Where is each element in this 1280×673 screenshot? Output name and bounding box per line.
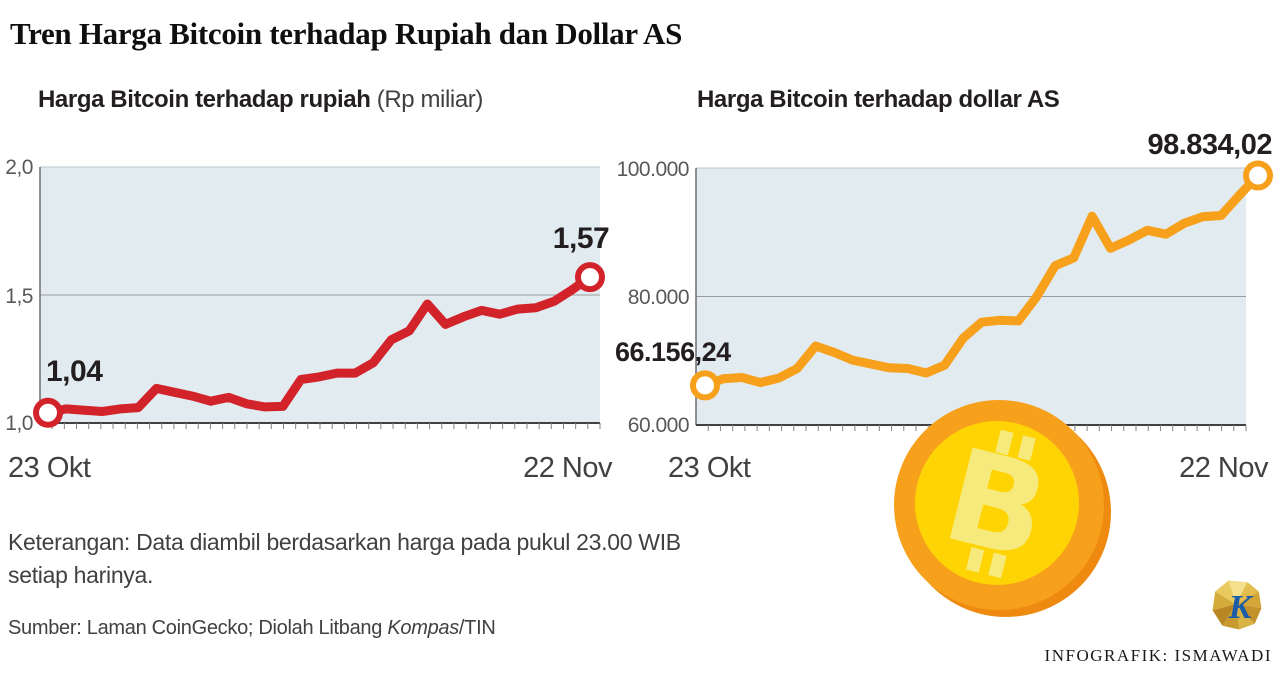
rupiah-chart-title-bold: Harga Bitcoin terhadap rupiah	[38, 86, 371, 113]
bitcoin-top-prong-2	[1017, 435, 1036, 461]
rupiah-ytick-bottom: 1,0	[5, 412, 33, 435]
rupiah-ytick-mid: 1,5	[5, 285, 33, 308]
rupiah-chart-title-note: (Rp miliar)	[370, 86, 484, 113]
rupiah-ytick-top: 2,0	[5, 156, 33, 179]
dollar-chart-title-bold: Harga Bitcoin terhadap dollar AS	[697, 86, 1060, 113]
dollar-last-value-label: 98.834,02	[1147, 129, 1272, 161]
dollar-line-chart	[690, 160, 1273, 431]
source-suffix: /TIN	[458, 617, 496, 639]
dollar-ytick-bottom: 60.000	[627, 414, 690, 437]
credit: INFOGRAFIK: ISMAWADI	[1044, 646, 1272, 665]
dollar-first-value-label: 66.156,24	[615, 337, 731, 367]
rupiah-xtick-start: 23 Okt	[8, 452, 91, 484]
dollar-xtick-end: 22 Nov	[1179, 452, 1268, 484]
bitcoin-bottom-prong-2	[988, 552, 1007, 579]
source-prefix: Sumber: Laman CoinGecko; Diolah Litbang	[8, 617, 388, 639]
source-line: Sumber: Laman CoinGecko; Diolah Litbang …	[8, 617, 496, 640]
dollar-ytick-top: 100.000	[616, 158, 690, 181]
footnote-line2: setiap harinya.	[8, 562, 154, 588]
dollar-ytick-mid: 80.000	[627, 286, 690, 309]
coin-face	[915, 421, 1079, 585]
rupiah-chart-title: Harga Bitcoin terhadap rupiah (Rp miliar…	[38, 86, 483, 114]
rupiah-line-chart	[33, 166, 605, 429]
dollar-xtick-start: 23 Okt	[668, 452, 751, 484]
rupiah-xtick-end: 22 Nov	[523, 452, 612, 484]
bitcoin-coin-icon: B	[894, 400, 1111, 617]
source-publication: Kompas	[387, 617, 459, 639]
bitcoin-top-prong-1	[995, 429, 1014, 456]
kompas-k-letter: K	[1228, 588, 1254, 626]
bitcoin-bottom-prong-1	[965, 547, 985, 573]
kompas-gem-facets	[1212, 580, 1262, 630]
dollar-chart-title: Harga Bitcoin terhadap dollar AS	[697, 86, 1060, 114]
footnote: Keterangan: Data diambil berdasarkan har…	[8, 526, 681, 592]
kompas-logo: K	[1212, 580, 1262, 630]
rupiah-first-value-label: 1,04	[46, 355, 103, 388]
footnote-line1: Keterangan: Data diambil berdasarkan har…	[8, 529, 681, 555]
page-title: Tren Harga Bitcoin terhadap Rupiah dan D…	[10, 16, 683, 51]
rupiah-last-value-label: 1,57	[552, 222, 610, 255]
bitcoin-glyph: B	[931, 421, 1062, 589]
